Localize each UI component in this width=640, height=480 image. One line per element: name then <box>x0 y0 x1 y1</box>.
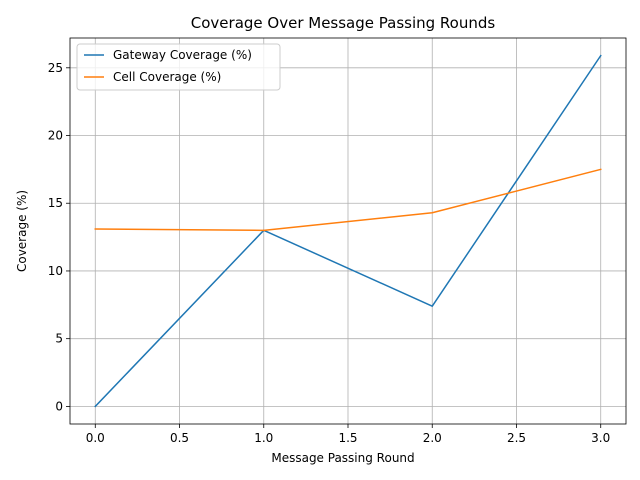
y-axis-ticks: 0 5 10 15 20 25 <box>48 61 70 413</box>
x-tick-label: 2.0 <box>423 431 442 445</box>
legend: Gateway Coverage (%) Cell Coverage (%) <box>76 43 281 91</box>
x-tick-label: 1.0 <box>254 431 273 445</box>
x-tick-label: 3.0 <box>591 431 610 445</box>
y-tick-label: 0 <box>55 399 63 413</box>
series-line-cell <box>94 168 602 232</box>
y-tick-label: 20 <box>48 129 63 143</box>
y-tick-label: 10 <box>48 264 63 278</box>
series-lines <box>94 54 602 408</box>
y-tick-label: 5 <box>55 332 63 346</box>
legend-box <box>76 43 281 91</box>
legend-label-cell: Cell Coverage (%) <box>113 70 221 84</box>
y-tick-label: 15 <box>48 196 63 210</box>
x-tick-label: 0.0 <box>86 431 105 445</box>
y-axis-label: Coverage (%) <box>15 190 29 272</box>
x-axis-ticks: 0.0 0.5 1.0 1.5 2.0 2.5 3.0 <box>86 424 610 445</box>
series-line-gateway <box>94 54 602 408</box>
grid <box>70 38 626 424</box>
x-tick-label: 1.5 <box>338 431 357 445</box>
x-tick-label: 0.5 <box>170 431 189 445</box>
x-axis-label: Message Passing Round <box>271 451 414 465</box>
x-tick-label: 2.5 <box>507 431 526 445</box>
chart-title: Coverage Over Message Passing Rounds <box>191 14 496 32</box>
y-tick-label: 25 <box>48 61 63 75</box>
legend-label-gateway: Gateway Coverage (%) <box>113 48 252 62</box>
